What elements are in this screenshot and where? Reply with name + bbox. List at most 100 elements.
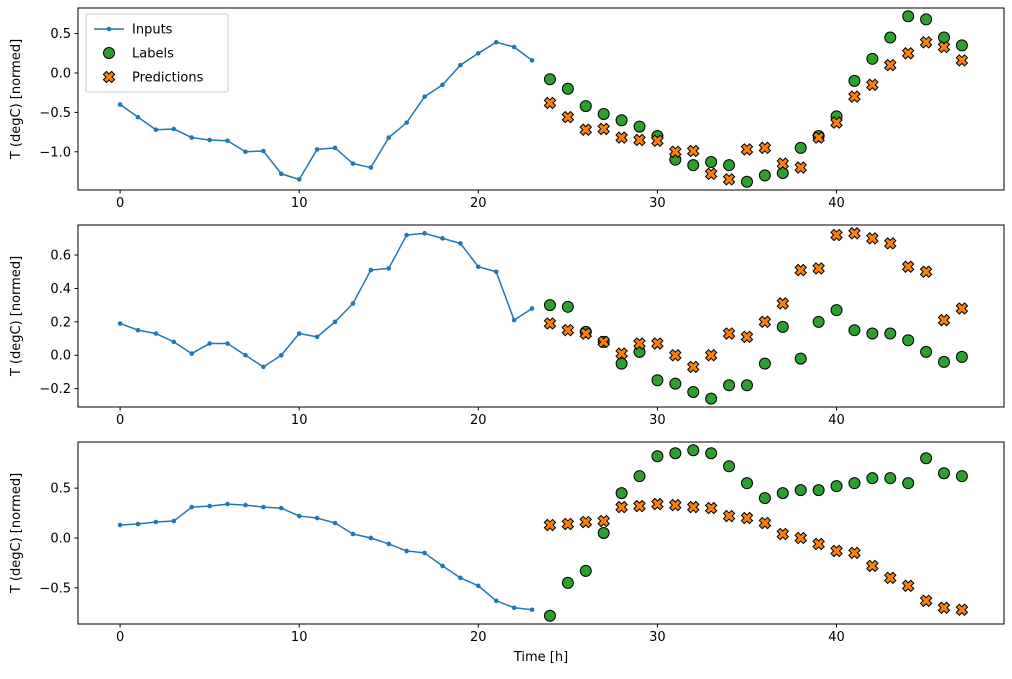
inputs-point-marker	[529, 607, 535, 613]
y-tick-label: −0.2	[39, 382, 71, 397]
inputs-point-marker	[422, 94, 427, 99]
prediction-marker	[955, 54, 969, 67]
x-tick-label: 20	[470, 196, 487, 211]
inputs-point-marker	[296, 177, 302, 182]
inputs-point-marker	[135, 114, 141, 120]
prediction-marker	[669, 348, 682, 362]
inputs-point-marker	[153, 519, 159, 525]
prediction-marker	[883, 237, 897, 250]
inputs-point-marker	[225, 341, 230, 346]
label-marker	[884, 472, 897, 485]
axes-spines	[77, 441, 1005, 625]
label-marker	[776, 487, 789, 500]
y-tick-label: 0.6	[50, 249, 71, 264]
prediction-marker	[955, 603, 969, 617]
label-marker	[687, 385, 700, 398]
legend: Inputs Labels Predictions	[85, 13, 229, 93]
prediction-marker	[740, 143, 754, 156]
label-marker	[705, 392, 718, 405]
x-tick-label: 10	[291, 630, 308, 645]
inputs-point-marker	[440, 236, 445, 241]
prediction-marker	[669, 145, 682, 159]
label-marker	[615, 357, 628, 370]
x-tick-label: 30	[649, 413, 666, 428]
subplot-1: 0 10 20 30 40 0.5 0.0 −0.5 −1.0 T (degC) [normed]…	[9, 7, 1005, 211]
inputs-line	[119, 41, 533, 181]
label-marker	[794, 141, 807, 154]
prediction-marker	[955, 302, 969, 315]
label-marker	[633, 470, 646, 483]
prediction-marker	[651, 134, 664, 148]
prediction-marker	[561, 517, 575, 531]
label-marker	[669, 447, 682, 460]
prediction-marker	[812, 131, 825, 144]
label-marker	[884, 327, 897, 340]
y-tick-label: 0.2	[50, 315, 71, 330]
prediction-marker	[937, 601, 951, 615]
inputs-point-marker	[153, 331, 159, 336]
inputs-point-marker	[278, 505, 284, 511]
legend-label: Inputs	[132, 23, 173, 38]
prediction-marker	[848, 546, 861, 560]
inputs-point-marker	[225, 501, 230, 507]
prediction-marker	[561, 110, 575, 124]
inputs-point-marker	[440, 82, 445, 88]
label-marker	[902, 334, 915, 347]
prediction-marker	[597, 335, 610, 349]
inputs-point-marker	[493, 598, 499, 604]
prediction-marker	[901, 47, 915, 60]
prediction-marker	[579, 123, 593, 137]
x-tick-label: 20	[470, 413, 487, 428]
inputs-point-marker	[529, 58, 535, 63]
prediction-marker	[669, 498, 682, 512]
inputs-point-marker	[314, 515, 320, 521]
inputs-point-marker	[476, 264, 481, 270]
inputs-point-marker	[422, 231, 427, 236]
label-marker	[866, 327, 879, 340]
prediction-marker	[848, 227, 861, 240]
y-axis-label: T (degC) [normed]	[9, 256, 24, 377]
prediction-marker	[919, 265, 933, 279]
prediction-marker	[830, 116, 843, 129]
prediction-marker	[615, 131, 628, 144]
inputs-point-marker	[296, 513, 302, 519]
inputs-point-marker	[404, 548, 409, 554]
prediction-marker	[704, 167, 718, 181]
inputs-line	[120, 503, 533, 611]
inputs-point-marker	[171, 518, 177, 524]
label-marker	[543, 73, 556, 86]
inputs-point-marker	[207, 137, 212, 143]
inputs-point-marker	[386, 541, 392, 547]
subplot-3: 0 10 20 30 40 0.5 0.0 −0.5 T (degC) [normed] Time…	[9, 441, 1005, 665]
inputs-point-marker	[386, 266, 392, 271]
x-tick-label: 40	[828, 630, 845, 645]
x-tick-label: 30	[649, 630, 666, 645]
label-marker	[758, 357, 771, 370]
label-marker	[937, 467, 950, 480]
label-marker	[884, 31, 897, 44]
y-tick-label: 0.0	[50, 349, 71, 364]
label-marker	[937, 31, 950, 44]
plot-area	[78, 442, 1004, 624]
inputs-point-marker	[243, 149, 248, 155]
y-tick-label: 0.0	[50, 531, 71, 546]
legend-label: Labels	[132, 47, 174, 62]
label-marker	[561, 576, 574, 589]
inputs-point-marker	[350, 301, 356, 306]
label-marker	[543, 299, 556, 312]
x-tick-label: 40	[828, 196, 845, 211]
label-marker	[812, 315, 825, 328]
prediction-marker	[901, 579, 915, 593]
prediction-marker	[758, 315, 772, 329]
prediction-marker	[722, 173, 736, 186]
label-marker	[812, 484, 825, 497]
prediction-marker	[776, 157, 790, 170]
inputs-point-marker	[261, 148, 266, 154]
y-tick-label: 0.0	[50, 67, 71, 82]
prediction-marker	[740, 330, 754, 344]
prediction-marker	[543, 96, 557, 110]
prediction-marker	[740, 511, 754, 525]
prediction-marker	[919, 35, 933, 49]
inputs-point-marker	[314, 334, 320, 340]
